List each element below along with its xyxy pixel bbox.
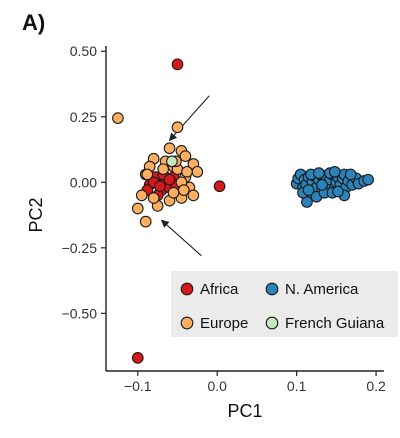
point-n-america — [328, 165, 341, 178]
point-europe — [181, 165, 193, 178]
point-africa — [163, 173, 176, 186]
point-europe — [167, 186, 180, 199]
point-n-america — [316, 179, 328, 191]
legend-label-africa: Africa — [200, 281, 239, 298]
point-n-america — [332, 185, 344, 198]
point-europe — [191, 165, 204, 178]
y-tick-label: −0.25 — [62, 240, 98, 256]
x-axis-title: PC1 — [227, 401, 262, 421]
point-europe — [187, 189, 200, 202]
point-africa — [171, 58, 184, 71]
point-n-america — [313, 167, 325, 179]
x-tick-label: 0.1 — [287, 378, 307, 394]
point-europe — [179, 150, 192, 162]
legend-key-n-america — [265, 282, 279, 296]
legend-key-europe — [180, 316, 194, 330]
legend-label-europe: Europe — [200, 315, 248, 332]
y-tick-label: −0.50 — [62, 305, 98, 321]
y-axis-title: PC2 — [26, 197, 46, 232]
point-n-america — [302, 184, 315, 197]
data-points — [112, 58, 374, 364]
point-africa — [154, 180, 166, 193]
point-africa — [213, 180, 226, 193]
point-europe — [157, 163, 170, 176]
point-europe — [131, 202, 144, 215]
x-tick-label: 0.0 — [207, 378, 227, 394]
point-europe — [141, 168, 154, 181]
axes: 0.50 0.25 0.00 −0.25 −0.50 −0.1 0.0 0.1 0.2 — [62, 43, 386, 394]
point-europe — [171, 121, 184, 134]
y-tick-label: 0.25 — [70, 109, 97, 125]
point-europe — [147, 192, 160, 204]
legend-label-french-guiana: French Guiana — [285, 315, 385, 332]
legend: Africa Europe N. America French Guiana — [171, 271, 398, 337]
y-tick-label: 0.50 — [70, 43, 97, 59]
point-europe — [177, 184, 190, 197]
point-n-america — [344, 168, 357, 181]
point-europe — [135, 189, 148, 202]
x-tick-label: 0.2 — [366, 378, 386, 394]
panel-label: A) — [22, 10, 45, 35]
point-french-guiana — [166, 155, 178, 168]
point-europe — [139, 215, 152, 228]
point-europe — [112, 112, 124, 124]
point-n-america — [362, 173, 374, 186]
legend-background — [171, 271, 398, 337]
x-tick-label: −0.1 — [124, 378, 152, 394]
y-tick-label: 0.00 — [70, 174, 97, 190]
annotation-arrow — [168, 95, 210, 142]
legend-key-africa — [180, 282, 194, 296]
point-africa — [131, 352, 144, 364]
point-europe — [163, 142, 176, 155]
legend-label-n-america: N. America — [285, 281, 359, 298]
annotation-arrow — [160, 219, 202, 257]
legend-key-french-guiana — [265, 316, 279, 330]
